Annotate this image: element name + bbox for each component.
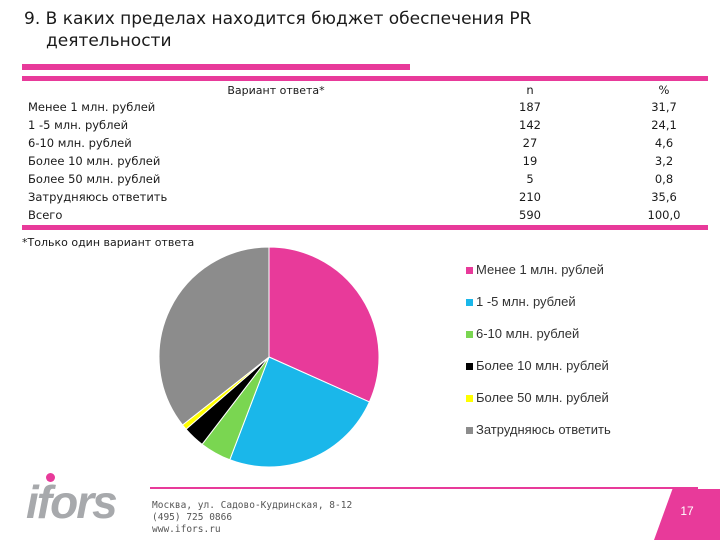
- row-pct: 31,7: [651, 100, 677, 114]
- row-n: 210: [519, 190, 541, 204]
- header-answer: Вариант ответа*: [227, 84, 325, 97]
- legend-swatch: [466, 363, 473, 370]
- logo-dot: [46, 473, 55, 482]
- page-number: 17: [680, 504, 694, 518]
- slide-title: 9. В каких пределах находится бюджет обе…: [24, 8, 624, 52]
- legend-swatch: [466, 299, 473, 306]
- contact-block: Москва, ул. Садово-Кудринская, 8-12 (495…: [152, 500, 352, 536]
- header-n: n: [526, 83, 534, 97]
- website-link[interactable]: www.ifors.ru: [152, 524, 221, 535]
- header-pct: %: [658, 83, 670, 97]
- title-line-2: деятельности: [46, 31, 172, 51]
- legend-label: Менее 1 млн. рублей: [476, 262, 604, 277]
- title-underline: [22, 64, 410, 70]
- legend-label: Затрудняюсь ответить: [476, 422, 611, 437]
- pie-slice: [268, 246, 380, 403]
- title-line-1: 9. В каких пределах находится бюджет обе…: [24, 9, 532, 29]
- legend-swatch: [466, 331, 473, 338]
- row-n: 187: [519, 100, 541, 114]
- legend-label: 1 -5 млн. рублей: [476, 294, 576, 309]
- ifors-logo: ifors: [26, 476, 118, 528]
- row-pct: 24,1: [651, 118, 677, 132]
- legend-swatch: [466, 395, 473, 402]
- row-label: Затрудняюсь ответить: [28, 190, 168, 204]
- row-n: 590: [519, 208, 541, 222]
- row-n: 5: [526, 172, 534, 186]
- row-label: Более 10 млн. рублей: [28, 154, 161, 168]
- row-pct: 0,8: [654, 172, 674, 186]
- row-pct: 100,0: [647, 208, 681, 222]
- address-line: Москва, ул. Садово-Кудринская, 8-12: [152, 500, 353, 511]
- table-frame: [22, 76, 708, 230]
- row-n: 142: [519, 118, 541, 132]
- row-pct: 3,2: [654, 154, 674, 168]
- pie-slice: [158, 246, 270, 426]
- row-pct: 4,6: [654, 136, 674, 150]
- row-pct: 35,6: [651, 190, 677, 204]
- row-n: 19: [522, 154, 538, 168]
- legend-label: Более 50 млн. рублей: [476, 390, 609, 405]
- pie-chart: [158, 246, 380, 468]
- legend-label: 6-10 млн. рублей: [476, 326, 580, 341]
- pie-slice: [229, 356, 371, 468]
- row-label: Более 50 млн. рублей: [28, 172, 161, 186]
- row-label: 1 -5 млн. рублей: [28, 118, 129, 132]
- row-label: Менее 1 млн. рублей: [28, 100, 156, 114]
- phone-line: (495) 725 0866: [152, 512, 233, 523]
- answer-footnote: *Только один вариант ответа: [22, 236, 195, 249]
- row-n: 27: [522, 136, 538, 150]
- legend-swatch: [466, 427, 473, 434]
- row-label: Всего: [28, 208, 63, 222]
- legend-label: Более 10 млн. рублей: [476, 358, 609, 373]
- legend-swatch: [466, 267, 473, 274]
- row-label: 6-10 млн. рублей: [28, 136, 132, 150]
- footer-divider: [150, 487, 698, 489]
